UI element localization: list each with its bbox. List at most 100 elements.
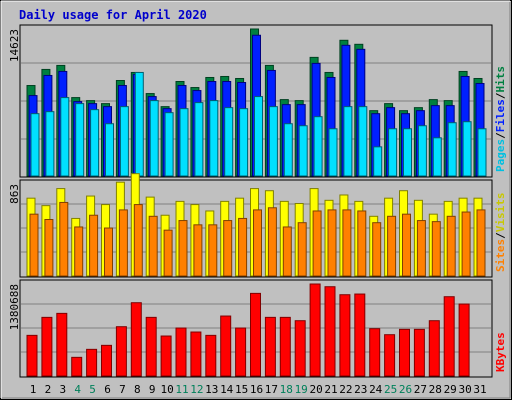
hits-bar-pages-day-11 <box>179 108 189 177</box>
day-label-22: 22 <box>339 383 352 396</box>
visits-bar-sites-day-14 <box>223 220 233 277</box>
day-label-4: 4 <box>74 383 81 396</box>
kbytes-bar-day-15 <box>235 327 247 377</box>
kbytes-bar-day-10 <box>160 335 172 377</box>
kbytes-bar-day-19 <box>294 320 306 377</box>
kbytes-bar-day-5 <box>86 348 98 377</box>
visits-bar-sites-day-9 <box>148 215 158 277</box>
hits-bar-pages-day-17 <box>268 106 278 177</box>
kbytes-bar-day-23 <box>354 293 366 377</box>
day-label-5: 5 <box>89 383 96 396</box>
hits-bar-pages-day-19 <box>298 125 308 177</box>
hits-bar-pages-day-25 <box>388 128 398 177</box>
visits-bar-sites-day-1 <box>29 213 39 277</box>
kbytes-bar-day-6 <box>101 344 112 377</box>
hits-bar-pages-day-4 <box>75 103 85 177</box>
day-label-17: 17 <box>265 383 278 396</box>
hits-bar-pages-day-1 <box>30 113 40 177</box>
visits-bar-sites-day-20 <box>312 210 322 277</box>
hits-bar-pages-day-8 <box>134 71 144 177</box>
kbytes-bar-day-12 <box>190 331 202 377</box>
day-labels: 1 2 3 4 5 6 7 8 9 10 11 12 13 14 15 16 17 18 19 20 21 22 23 24 2… <box>30 383 487 396</box>
day-label-24: 24 <box>369 383 383 396</box>
day-label-12: 12 <box>190 383 203 396</box>
kbytes-bar-day-28 <box>428 320 440 377</box>
visits-bar-sites-day-16 <box>253 209 262 277</box>
day-label-14: 14 <box>220 383 234 396</box>
visits-bar-sites-day-31 <box>476 209 486 277</box>
kbytes-bar-day-11 <box>175 327 187 377</box>
legend-visits: Visits <box>494 193 507 233</box>
visits-bar-sites-day-24 <box>372 222 382 277</box>
day-label-9: 9 <box>149 383 156 396</box>
visits-bar-sites-day-6 <box>104 227 113 277</box>
visits-bar-sites-day-4 <box>74 226 84 277</box>
hits-bar-pages-day-26 <box>403 128 412 177</box>
hits-bar-pages-day-28 <box>432 137 442 177</box>
hits-bar-pages-day-30 <box>462 121 472 177</box>
hits-bar-pages-day-14 <box>224 107 234 177</box>
hits-bar-pages-day-16 <box>254 96 263 177</box>
kbytes-bar-day-14 <box>220 315 232 377</box>
hits-bars <box>26 28 487 177</box>
visits-bar-sites-day-8 <box>133 204 143 277</box>
hits-bar-pages-day-13 <box>209 100 219 177</box>
kbytes-bar-day-4 <box>71 356 83 377</box>
visits-bar-sites-day-29 <box>446 215 456 277</box>
day-label-1: 1 <box>30 383 37 396</box>
hits-bar-pages-day-18 <box>283 123 293 177</box>
hits-bar-pages-day-21 <box>328 128 338 177</box>
visits-bar-sites-day-25 <box>387 215 397 277</box>
day-label-31: 31 <box>473 383 486 396</box>
visits-bar-sites-day-18 <box>282 226 292 277</box>
day-label-25: 25 <box>384 383 397 396</box>
legend-pages: Pages <box>494 139 507 172</box>
visits-bar-sites-day-21 <box>327 209 337 277</box>
day-label-20: 20 <box>309 383 322 396</box>
hits-bar-pages-day-12 <box>194 102 204 177</box>
kbytes-bar-day-16 <box>250 292 261 377</box>
day-label-15: 15 <box>235 383 248 396</box>
legend-sep-2: / <box>494 92 507 99</box>
hits-bar-pages-day-2 <box>45 111 55 177</box>
visits-bar-sites-day-26 <box>402 213 411 277</box>
hits-bar-pages-day-22 <box>343 106 353 177</box>
kbytes-bar-day-1 <box>26 334 38 377</box>
chart-title: Daily usage for April 2020 <box>19 8 207 22</box>
hits-bar-pages-day-31 <box>477 128 487 177</box>
day-label-7: 7 <box>119 383 126 396</box>
day-label-16: 16 <box>250 383 263 396</box>
day-label-13: 13 <box>205 383 218 396</box>
hits-bar-pages-day-23 <box>358 106 368 177</box>
hits-ymax-label: 14623 <box>8 29 21 62</box>
hits-bar-pages-day-15 <box>239 108 249 177</box>
kbytes-bar-day-8 <box>130 302 142 377</box>
kbytes-bar-day-25 <box>384 334 396 377</box>
kbytes-bar-day-30 <box>458 303 470 377</box>
legend-sep-1: / <box>494 132 507 139</box>
day-label-27: 27 <box>414 383 427 396</box>
legend-hits: Hits <box>494 66 507 93</box>
kbytes-bar-day-26 <box>399 328 410 377</box>
kbytes-bar-day-27 <box>413 328 425 377</box>
hits-bar-pages-day-6 <box>105 123 114 177</box>
visits-bar-sites-day-28 <box>431 221 441 277</box>
day-label-8: 8 <box>134 383 141 396</box>
kbytes-bar-day-21 <box>324 286 336 377</box>
hits-bar-pages-day-20 <box>313 116 323 177</box>
kbytes-ymax-label: 1380688 <box>8 284 21 330</box>
visits-ymax-label: 863 <box>8 184 21 204</box>
kbytes-bar-day-17 <box>264 316 276 377</box>
kbytes-bar-day-29 <box>443 296 455 377</box>
kbytes-bar-day-13 <box>205 334 217 377</box>
day-label-3: 3 <box>59 383 66 396</box>
kbytes-bar-day-2 <box>41 316 53 377</box>
legend-files: Files <box>494 99 507 132</box>
hits-bar-pages-day-27 <box>417 125 427 177</box>
kbytes-bars <box>26 283 470 377</box>
day-label-10: 10 <box>160 383 173 396</box>
day-label-30: 30 <box>458 383 471 396</box>
visits-bars <box>26 173 486 277</box>
visits-bar-sites-day-17 <box>267 207 277 277</box>
visits-bar-sites-day-19 <box>297 222 307 277</box>
